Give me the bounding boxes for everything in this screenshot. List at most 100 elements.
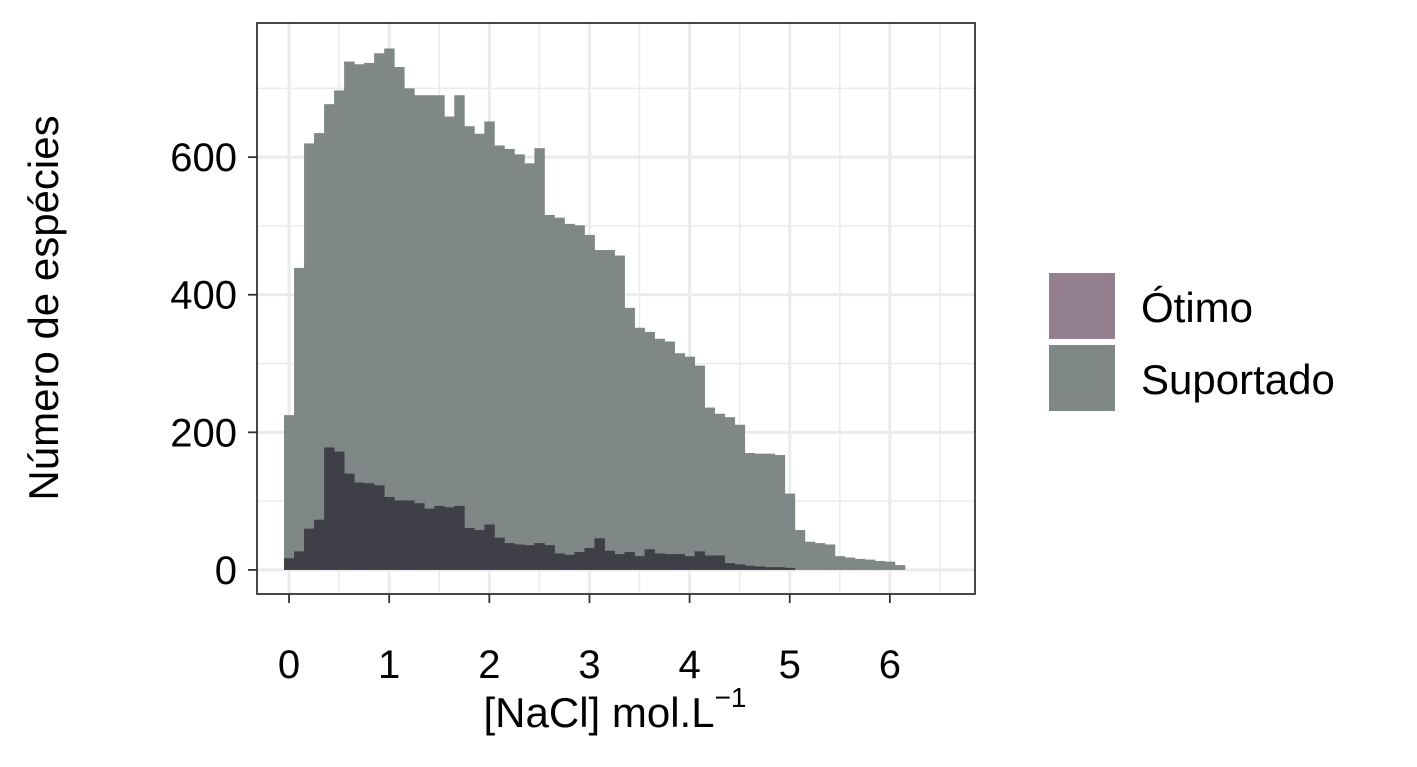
bar-otimo (394, 500, 405, 570)
bar-otimo (424, 508, 435, 570)
bar-suportado (294, 267, 305, 570)
bar-otimo (544, 545, 555, 570)
bar-suportado (394, 67, 405, 570)
bar-otimo (754, 566, 766, 570)
bar-otimo (434, 505, 445, 570)
bar-otimo (654, 553, 665, 570)
bar-suportado (724, 417, 736, 570)
bar-suportado (554, 217, 565, 570)
bar-suportado (794, 530, 806, 570)
bar-otimo (764, 567, 776, 570)
bar-suportado (734, 424, 746, 570)
bar-suportado (684, 356, 696, 570)
bar-suportado (744, 452, 756, 570)
bar-suportado (564, 223, 575, 570)
bar-suportado (654, 338, 665, 570)
bar-otimo (644, 549, 655, 570)
bar-suportado (434, 95, 445, 570)
x-tick-labels: 0 1 2 3 4 5 6 (278, 643, 901, 687)
bar-suportado (804, 541, 816, 570)
x-axis-title-superscript: −1 (715, 682, 747, 713)
bar-suportado (624, 307, 635, 570)
bar-suportado (644, 331, 655, 570)
bar-suportado (864, 559, 876, 570)
bar-suportado (504, 148, 515, 570)
bar-otimo (774, 567, 786, 570)
bar-suportado (364, 62, 375, 570)
legend: Ótimo Suportado (1049, 273, 1335, 411)
bar-otimo (324, 447, 335, 570)
bar-otimo (404, 500, 415, 570)
y-axis-title: Número de espécies (20, 115, 67, 500)
bar-otimo (284, 558, 295, 570)
bar-otimo (694, 551, 706, 570)
x-tick-label: 4 (678, 643, 700, 687)
bar-suportado (334, 90, 345, 570)
legend-key-suportado (1049, 345, 1115, 411)
bar-suportado (844, 557, 856, 570)
bar-otimo (734, 564, 746, 570)
bar-otimo (674, 554, 685, 570)
bar-suportado (814, 543, 826, 570)
bar-suportado (674, 353, 685, 570)
bar-otimo (534, 543, 545, 570)
bar-otimo (614, 554, 625, 570)
bar-otimo (344, 473, 355, 570)
bar-suportado (444, 116, 455, 570)
bar-otimo (474, 530, 485, 570)
bar-otimo (634, 556, 645, 570)
x-tick-label: 5 (779, 643, 801, 687)
bar-otimo (364, 483, 375, 570)
bar-suportado (484, 121, 495, 570)
bar-suportado (774, 455, 786, 570)
bar-suportado (534, 148, 545, 570)
bar-suportado (284, 415, 295, 570)
y-tick-label: 600 (170, 136, 237, 180)
bar-suportado (704, 407, 716, 570)
bar-otimo (624, 552, 635, 570)
bar-otimo (684, 556, 696, 570)
bar-suportado (894, 565, 906, 570)
bar-suportado (634, 327, 645, 570)
bar-suportado (514, 154, 525, 570)
bar-otimo (334, 451, 345, 570)
bar-otimo (384, 496, 395, 570)
bar-otimo (664, 554, 675, 570)
bar-suportado (824, 544, 836, 570)
bar-suportado (884, 561, 896, 570)
bar-suportado (374, 53, 385, 570)
bar-otimo (604, 550, 615, 570)
bar-suportado (834, 556, 846, 570)
bar-suportado (474, 133, 485, 570)
bar-otimo (454, 505, 465, 570)
bar-otimo (464, 527, 475, 570)
legend-label-suportado: Suportado (1141, 356, 1335, 403)
bar-otimo (414, 503, 425, 570)
x-tick-label: 3 (578, 643, 600, 687)
bar-otimo (564, 554, 575, 570)
bar-otimo (504, 543, 515, 570)
axis-ticks (248, 156, 891, 603)
bar-suportado (524, 163, 535, 570)
bar-otimo (514, 544, 525, 570)
bar-otimo (314, 519, 325, 570)
x-tick-label: 2 (478, 643, 500, 687)
bar-suportado (304, 143, 315, 570)
bar-otimo (444, 507, 455, 570)
bar-suportado (424, 95, 435, 570)
y-tick-labels: 0 200 400 600 (170, 136, 237, 593)
bar-otimo (724, 563, 736, 570)
bar-suportado (764, 453, 776, 570)
bar-suportado (494, 145, 505, 570)
panel-border (256, 22, 976, 595)
series-otimo (284, 447, 796, 570)
bar-otimo (584, 547, 595, 570)
bar-otimo (594, 538, 605, 570)
x-axis-title: [NaCl] mol.L−1 (484, 682, 747, 736)
y-tick-label: 0 (215, 549, 237, 593)
y-tick-label: 200 (170, 411, 237, 455)
bar-suportado (614, 255, 625, 570)
bar-suportado (754, 453, 766, 570)
bar-suportado (404, 88, 415, 570)
